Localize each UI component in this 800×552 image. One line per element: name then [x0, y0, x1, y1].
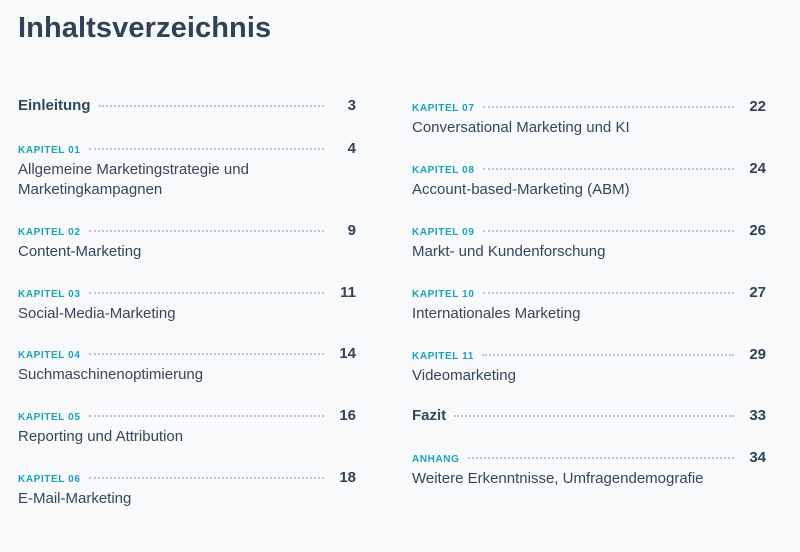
dot-leader	[88, 415, 324, 417]
toc-entry-kapitel-04[interactable]: KAPITEL 04 14 Suchmaschinenoptimierung	[18, 345, 356, 385]
chapter-label: KAPITEL 01	[18, 145, 81, 156]
dot-leader	[482, 106, 734, 108]
page-number: 3	[347, 97, 356, 114]
toc-entry-anhang[interactable]: ANHANG 34 Weitere Erkenntnisse, Umfragen…	[412, 449, 766, 489]
entry-title: Markt- und Kundenforschung	[412, 243, 606, 260]
page-number: 33	[749, 407, 766, 424]
chapter-label: KAPITEL 11	[412, 351, 474, 362]
dot-leader	[454, 415, 734, 417]
page-title: Inhaltsverzeichnis	[18, 12, 272, 44]
toc-entry-kapitel-08[interactable]: KAPITEL 08 24 Account-based-Marketing (A…	[412, 160, 766, 200]
toc-entry-kapitel-02[interactable]: KAPITEL 02 9 Content-Marketing	[18, 222, 356, 262]
dot-leader	[98, 105, 324, 107]
dot-leader	[467, 457, 734, 459]
page-number: 16	[339, 407, 356, 424]
entry-title: Allgemeine Marketingstrategie und Market…	[18, 161, 249, 198]
dot-leader	[88, 353, 324, 355]
chapter-label: KAPITEL 04	[18, 350, 81, 361]
page-number: 14	[339, 345, 356, 362]
chapter-label: KAPITEL 02	[18, 227, 81, 238]
dot-leader	[88, 292, 324, 294]
dot-leader	[88, 148, 324, 150]
entry-title: Weitere Erkenntnisse, Umfragendemografie	[412, 470, 704, 487]
entry-title: Suchmaschinenoptimierung	[18, 366, 204, 383]
dot-leader	[482, 230, 734, 232]
dot-leader	[88, 230, 324, 232]
toc-entry-kapitel-09[interactable]: KAPITEL 09 26 Markt- und Kundenforschung	[412, 222, 766, 262]
entry-title: Internationales Marketing	[412, 305, 581, 322]
page-number: 27	[749, 284, 766, 301]
page-number: 11	[340, 284, 356, 301]
toc-entry-kapitel-01[interactable]: KAPITEL 01 4 Allgemeine Marketingstrateg…	[18, 140, 356, 200]
chapter-label: ANHANG	[412, 454, 460, 465]
entry-title: E-Mail-Marketing	[18, 490, 132, 507]
page-number: 29	[749, 346, 766, 363]
entry-title: Account-based-Marketing (ABM)	[412, 181, 630, 198]
dot-leader	[482, 292, 734, 294]
toc-entry-kapitel-11[interactable]: KAPITEL 11 29 Videomarketing	[412, 346, 766, 386]
chapter-label: KAPITEL 09	[412, 227, 475, 238]
dot-leader	[88, 477, 324, 479]
chapter-label: KAPITEL 03	[18, 289, 81, 300]
page-number: 4	[347, 140, 356, 157]
toc-entry-einleitung[interactable]: Einleitung 3	[18, 97, 356, 114]
page-number: 18	[339, 469, 356, 486]
chapter-label: KAPITEL 06	[18, 474, 81, 485]
entry-title: Fazit	[412, 407, 447, 424]
page-number: 26	[749, 222, 766, 239]
entry-title: Reporting und Attribution	[18, 428, 184, 445]
toc-entry-kapitel-06[interactable]: KAPITEL 06 18 E-Mail-Marketing	[18, 469, 356, 509]
chapter-label: KAPITEL 05	[18, 412, 81, 423]
entry-title: Conversational Marketing und KI	[412, 119, 630, 136]
page-number: 34	[749, 449, 766, 466]
toc-entry-kapitel-10[interactable]: KAPITEL 10 27 Internationales Marketing	[412, 284, 766, 324]
chapter-label: KAPITEL 07	[412, 103, 475, 114]
page-number: 9	[347, 222, 356, 239]
chapter-label: KAPITEL 10	[412, 289, 475, 300]
entry-title: Videomarketing	[412, 367, 516, 384]
dot-leader	[481, 354, 734, 356]
page-number: 24	[749, 160, 766, 177]
toc-entry-kapitel-05[interactable]: KAPITEL 05 16 Reporting und Attribution	[18, 407, 356, 447]
chapter-label: KAPITEL 08	[412, 165, 475, 176]
toc-entry-kapitel-07[interactable]: KAPITEL 07 22 Conversational Marketing u…	[412, 98, 766, 138]
toc-entry-kapitel-03[interactable]: KAPITEL 03 11 Social-Media-Marketing	[18, 284, 356, 324]
entry-title: Einleitung	[18, 97, 91, 114]
dot-leader	[482, 168, 734, 170]
entry-title: Social-Media-Marketing	[18, 305, 176, 322]
page-number: 22	[749, 98, 766, 115]
entry-title: Content-Marketing	[18, 243, 142, 260]
toc-entry-fazit[interactable]: Fazit 33	[412, 407, 766, 424]
